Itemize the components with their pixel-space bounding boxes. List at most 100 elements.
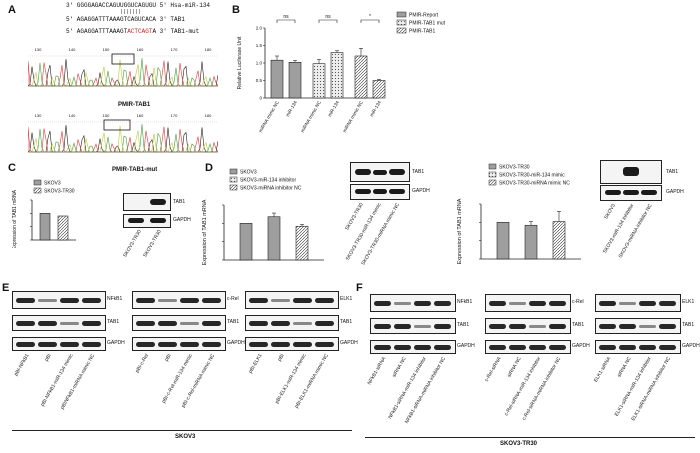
band (434, 344, 451, 350)
band (249, 320, 268, 326)
band (529, 344, 546, 350)
row-label: TAB1 (107, 319, 120, 325)
band (180, 321, 199, 325)
blot-blotsF-0-nfkb1 (370, 294, 456, 312)
blot-blotsE-2-gapdh (245, 337, 339, 351)
group-line-f (365, 437, 695, 438)
row-label: NFkB1 (457, 299, 473, 305)
band (529, 324, 546, 328)
lane-label: siRNA NC (505, 356, 523, 379)
blot-blotsE-1-c-rel (132, 291, 226, 309)
blot-blotsF-0-gapdh (370, 340, 456, 354)
blot-blotsF-2-gapdh (595, 340, 681, 354)
blot-blotsE-2-tab1 (245, 315, 339, 331)
lane-label: pBI (163, 353, 173, 363)
band (293, 297, 312, 303)
lane-label: ELK1-siRNA-miR-134 inhibitor (613, 356, 653, 418)
band (434, 323, 451, 329)
lane-label: pBI (276, 353, 286, 363)
trace-tick: 170 (171, 113, 178, 118)
trace-tick: 160 (137, 47, 144, 52)
panel-label-d: D (205, 162, 213, 174)
band (249, 341, 268, 347)
band (639, 344, 656, 350)
row-label: TAB1 (682, 322, 695, 328)
bar (330, 52, 344, 99)
band (249, 297, 268, 303)
legend-swatch (488, 171, 497, 178)
blot-blotsE-0-nfkb1 (12, 291, 106, 309)
band (158, 320, 177, 326)
row-label: GAPDH (682, 343, 700, 349)
lane-label: c-Rel-siRNA-miRNA inhibitor NC (521, 356, 563, 422)
band (389, 169, 405, 175)
tab1-sequence: 5' AGAGGATTTAAAGTCAGUCACA 3' TAB1 (66, 16, 185, 23)
band (315, 320, 334, 326)
blot-d2-gapdh (600, 185, 662, 201)
band (619, 301, 636, 305)
legend-label: SKOV3-TR30 (44, 189, 75, 195)
row-label: NFkB1 (107, 296, 123, 302)
band (605, 190, 621, 195)
legend-label: PMIR-Report (409, 13, 439, 19)
trace-tick: 150 (103, 113, 110, 118)
band (489, 344, 506, 350)
x-tick-label: miRNA mimic NC (342, 99, 364, 133)
bar (354, 55, 368, 99)
row-label: TAB1 (572, 322, 585, 328)
blot-blotsE-2-elk1 (245, 291, 339, 309)
panel-label-a: A (8, 4, 16, 16)
sig-label: ns (325, 14, 331, 20)
band (128, 218, 144, 223)
legend-label: SKOV3-TR30 (499, 165, 530, 171)
lane-label: pBI (43, 353, 53, 363)
blot-blotsE-1-gapdh (132, 337, 226, 351)
trace2-label: PMIR-TAB1-mut (112, 167, 158, 173)
blot-blotsE-0-gapdh (12, 337, 106, 351)
band (549, 344, 566, 350)
band (38, 320, 57, 326)
row-label: GAPDH (340, 340, 358, 346)
panel-label-f: F (356, 282, 363, 294)
blot-d1-tab1 (350, 162, 410, 182)
band (271, 298, 290, 302)
legend-swatch (488, 179, 497, 186)
row-label: GAPDH (227, 340, 245, 346)
blot-c-lane-1: SKOV3-TR30 (122, 229, 144, 259)
blot-d2-tab1 (600, 160, 662, 184)
blot-c-row-tab1: TAB1 (173, 199, 186, 205)
blot-d2-row-tab1: TAB1 (666, 169, 679, 175)
band (315, 297, 334, 303)
band (60, 321, 79, 325)
band (315, 341, 334, 347)
band (599, 323, 616, 329)
lane-label: ELK1-siRNA-miRNA inhibitor NC (630, 356, 673, 423)
lane-label: pBI-ELK1 (247, 353, 264, 375)
legend-swatch (396, 19, 407, 26)
band (16, 341, 35, 347)
legend-swatch (33, 179, 42, 186)
y-tick-label: 0.5 (256, 78, 263, 83)
band (374, 323, 391, 329)
trace-tick: 150 (103, 47, 110, 52)
blot-blotsE-1-tab1 (132, 315, 226, 331)
tab1-mrna-chart-d1: Expression of TAB1 mRNA SKOV3 SKOV3-miR-13… (202, 168, 324, 265)
band (374, 300, 391, 306)
band (16, 320, 35, 326)
blot-blotsF-2-elk1 (595, 294, 681, 312)
band (414, 344, 431, 350)
trace-tick: 140 (69, 47, 76, 52)
band (38, 341, 57, 347)
band (619, 344, 636, 350)
band (180, 341, 199, 347)
band (158, 341, 177, 347)
band (489, 323, 506, 329)
tab1-mrna-chart-d2: Expression of TAB1 mRNA SKOV3-TR30 SKOV3-T… (457, 163, 581, 264)
pairing-bars: ||||||| (120, 9, 142, 15)
group-label-e: SKOV3 (175, 434, 196, 440)
lane-label: NFkB1-siRNA-miRNA inhibitor NC (404, 356, 448, 425)
mutation-box (111, 53, 135, 65)
band (355, 189, 371, 194)
bar (267, 216, 281, 261)
blot-d2-lane-1: SKOV3 (603, 203, 618, 221)
